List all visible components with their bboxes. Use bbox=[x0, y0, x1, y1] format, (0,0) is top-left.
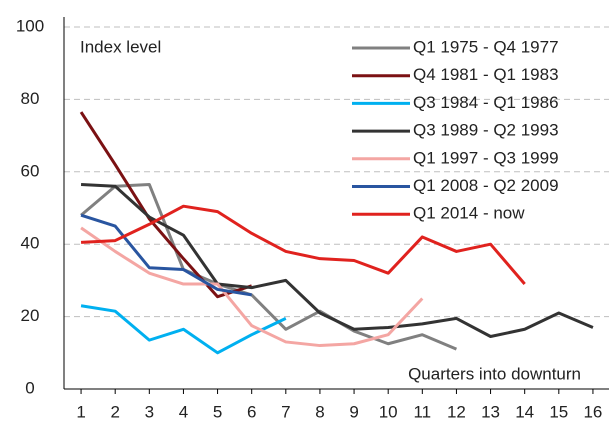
x-tick-label: 16 bbox=[583, 402, 602, 421]
y-tick-label: 100 bbox=[16, 16, 44, 35]
x-tick-label: 11 bbox=[413, 402, 431, 421]
x-tick-label: 7 bbox=[281, 402, 290, 421]
series-line bbox=[80, 213, 252, 297]
legend-label: Q1 1997 - Q3 1999 bbox=[413, 148, 559, 167]
series-line bbox=[80, 304, 287, 355]
series-line bbox=[80, 182, 458, 351]
y-tick-label: 0 bbox=[25, 378, 34, 397]
legend-label: Q1 1975 - Q4 1977 bbox=[413, 37, 559, 56]
x-tick-label: 12 bbox=[447, 402, 466, 421]
x-tick-label: 9 bbox=[349, 402, 358, 421]
x-tick-label: 13 bbox=[481, 402, 500, 421]
legend-label: Q3 1984 - Q1 1986 bbox=[413, 93, 559, 112]
series-line bbox=[80, 204, 526, 285]
y-tick-label: 20 bbox=[21, 306, 40, 325]
series-line bbox=[80, 226, 424, 348]
legend-label: Q4 1981 - Q1 1983 bbox=[413, 65, 559, 84]
x-tick-label: 1 bbox=[76, 402, 85, 421]
legend-label: Q1 2014 - now bbox=[413, 204, 525, 223]
y-axis-annotation: Index level bbox=[80, 37, 161, 56]
legend-label: Q3 1989 - Q2 1993 bbox=[413, 121, 559, 140]
series-line bbox=[80, 182, 594, 339]
x-tick-label: 10 bbox=[379, 402, 398, 421]
y-tick-label: 60 bbox=[21, 161, 40, 180]
x-tick-label: 5 bbox=[213, 402, 222, 421]
x-axis-annotation: Quarters into downturn bbox=[408, 364, 581, 383]
series-line bbox=[79, 111, 253, 299]
x-tick-label: 15 bbox=[549, 402, 568, 421]
y-tick-label: 40 bbox=[21, 234, 40, 253]
x-tick-label: 4 bbox=[179, 402, 188, 421]
x-tick-label: 3 bbox=[145, 402, 154, 421]
legend-label: Q1 2008 - Q2 2009 bbox=[413, 176, 559, 195]
x-tick-label: 14 bbox=[515, 402, 534, 421]
x-tick-label: 2 bbox=[110, 402, 119, 421]
y-tick-label: 80 bbox=[21, 89, 40, 108]
x-tick-label: 6 bbox=[247, 402, 256, 421]
x-tick-label: 8 bbox=[315, 402, 324, 421]
